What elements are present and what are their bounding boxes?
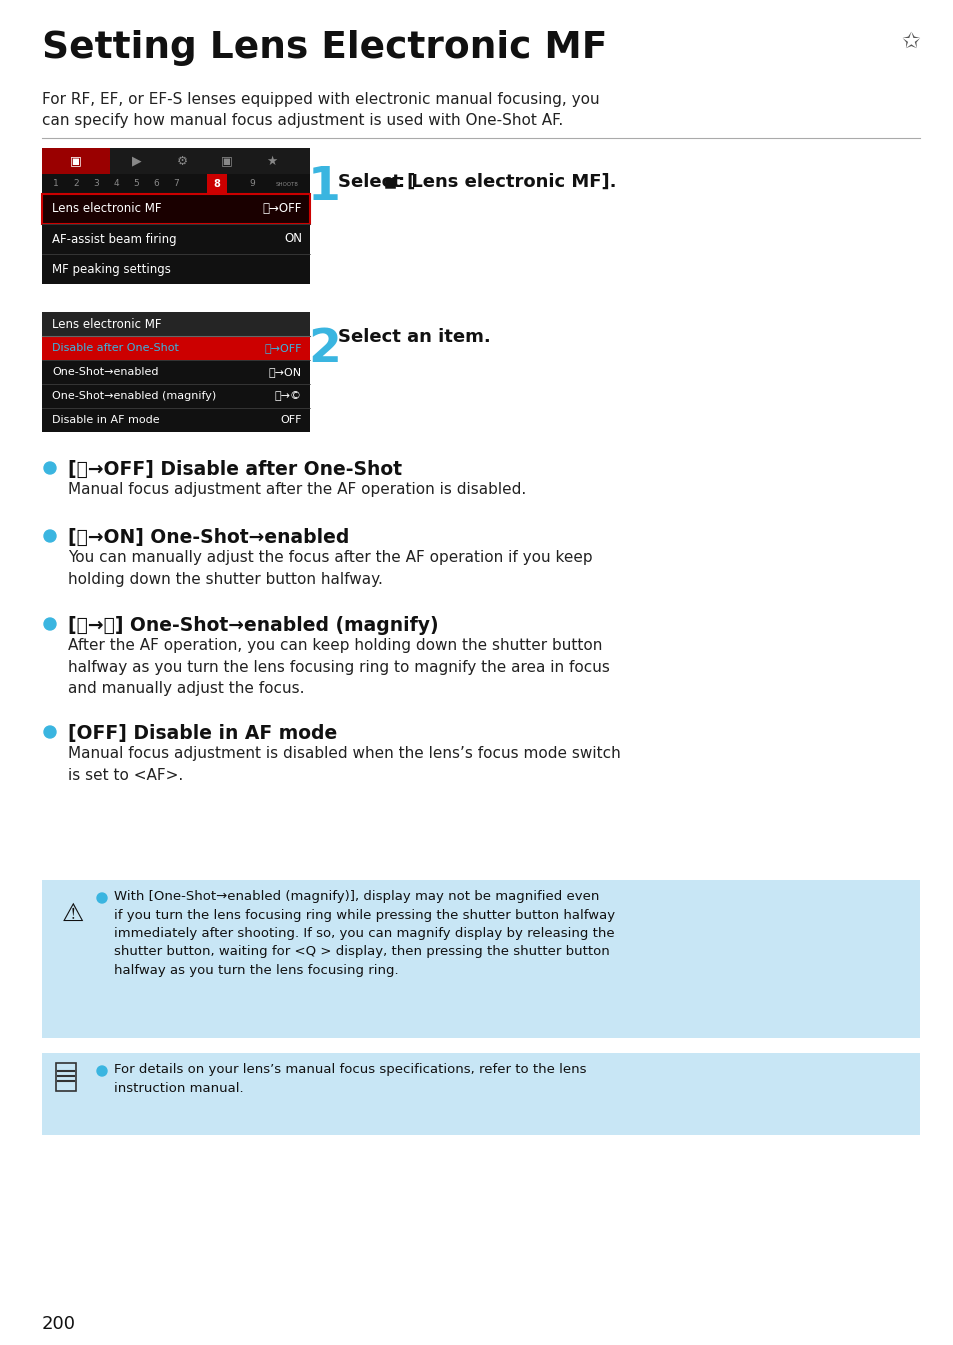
Bar [207, 174, 227, 194]
Bar [42, 408, 310, 432]
Bar [42, 174, 310, 194]
Text: [ⓢ→ON] One-Shot→enabled: [ⓢ→ON] One-Shot→enabled [68, 529, 349, 547]
Text: Disable after One-Shot: Disable after One-Shot [52, 343, 179, 352]
Text: ▣: ▣ [221, 155, 233, 168]
Text: ⓢ→ON: ⓢ→ON [269, 367, 302, 377]
Text: 4: 4 [113, 179, 119, 188]
Text: ON: ON [284, 233, 302, 246]
Bar [42, 360, 310, 385]
Text: ⓢ→OFF: ⓢ→OFF [264, 343, 302, 352]
Text: [ⓢ→ⓢ] One-Shot→enabled (magnify): [ⓢ→ⓢ] One-Shot→enabled (magnify) [68, 616, 438, 635]
Text: 2: 2 [73, 179, 79, 188]
Text: 8: 8 [213, 179, 220, 190]
Bar [42, 336, 310, 360]
Text: ■: ■ [384, 175, 396, 190]
Text: ▶: ▶ [132, 155, 142, 168]
Bar [42, 148, 110, 174]
Text: Select an item.: Select an item. [337, 328, 490, 346]
Text: ⚙: ⚙ [176, 155, 188, 168]
Bar [42, 385, 310, 408]
Bar [42, 880, 919, 1038]
Bar [42, 148, 310, 284]
Text: Lens electronic MF: Lens electronic MF [52, 317, 161, 331]
Text: SHOOT8: SHOOT8 [275, 182, 298, 187]
Text: One-Shot→enabled (magnify): One-Shot→enabled (magnify) [52, 391, 216, 401]
Text: : Lens electronic MF].: : Lens electronic MF]. [397, 174, 616, 191]
Text: 7: 7 [172, 179, 178, 188]
Circle shape [44, 617, 56, 629]
Text: 6: 6 [153, 179, 159, 188]
Text: After the AF operation, you can keep holding down the shutter button
halfway as : After the AF operation, you can keep hol… [68, 638, 609, 697]
Text: Disable in AF mode: Disable in AF mode [52, 416, 159, 425]
Bar [42, 254, 310, 284]
Text: Lens electronic MF: Lens electronic MF [52, 203, 161, 215]
Text: 200: 200 [42, 1315, 76, 1333]
Text: For RF, EF, or EF-S lenses equipped with electronic manual focusing, you
can spe: For RF, EF, or EF-S lenses equipped with… [42, 91, 599, 128]
Text: Manual focus adjustment is disabled when the lens’s focus mode switch
is set to : Manual focus adjustment is disabled when… [68, 746, 620, 783]
Text: ⓢ→©: ⓢ→© [274, 391, 302, 401]
Bar [42, 1053, 919, 1135]
Bar [42, 194, 310, 225]
Text: Setting Lens Electronic MF: Setting Lens Electronic MF [42, 30, 607, 66]
Circle shape [44, 530, 56, 542]
Text: ▣: ▣ [71, 155, 82, 168]
Bar [42, 312, 310, 432]
Circle shape [44, 726, 56, 738]
Text: MF peaking settings: MF peaking settings [52, 262, 171, 276]
Text: Select [: Select [ [337, 174, 415, 191]
Text: 9: 9 [249, 179, 254, 188]
Bar [42, 312, 310, 336]
Text: One-Shot→enabled: One-Shot→enabled [52, 367, 158, 377]
Text: 2: 2 [308, 327, 340, 373]
Text: [ⓢ→OFF] Disable after One-Shot: [ⓢ→OFF] Disable after One-Shot [68, 460, 401, 479]
Text: ⚠: ⚠ [62, 902, 84, 925]
Text: ⓢ→OFF: ⓢ→OFF [262, 203, 302, 215]
Text: Manual focus adjustment after the AF operation is disabled.: Manual focus adjustment after the AF ope… [68, 482, 526, 498]
Text: OFF: OFF [280, 416, 302, 425]
Text: With [One-Shot→enabled (magnify)], display may not be magnified even
if you turn: With [One-Shot→enabled (magnify)], displ… [113, 890, 615, 976]
Text: You can manually adjust the focus after the AF operation if you keep
holding dow: You can manually adjust the focus after … [68, 550, 592, 586]
Bar [110, 148, 310, 174]
Circle shape [44, 461, 56, 473]
Text: ★: ★ [266, 155, 277, 168]
Circle shape [97, 893, 107, 902]
Text: 1: 1 [53, 179, 59, 188]
Text: ✩: ✩ [901, 32, 919, 52]
Circle shape [97, 1067, 107, 1076]
Text: AF-assist beam firing: AF-assist beam firing [52, 233, 176, 246]
Text: 1: 1 [308, 165, 340, 211]
Text: 3: 3 [93, 179, 99, 188]
Bar [56, 1063, 76, 1091]
Text: For details on your lens’s manual focus specifications, refer to the lens
instru: For details on your lens’s manual focus … [113, 1063, 586, 1095]
Text: 5: 5 [133, 179, 139, 188]
Text: [OFF] Disable in AF mode: [OFF] Disable in AF mode [68, 724, 337, 742]
Bar [42, 225, 310, 254]
